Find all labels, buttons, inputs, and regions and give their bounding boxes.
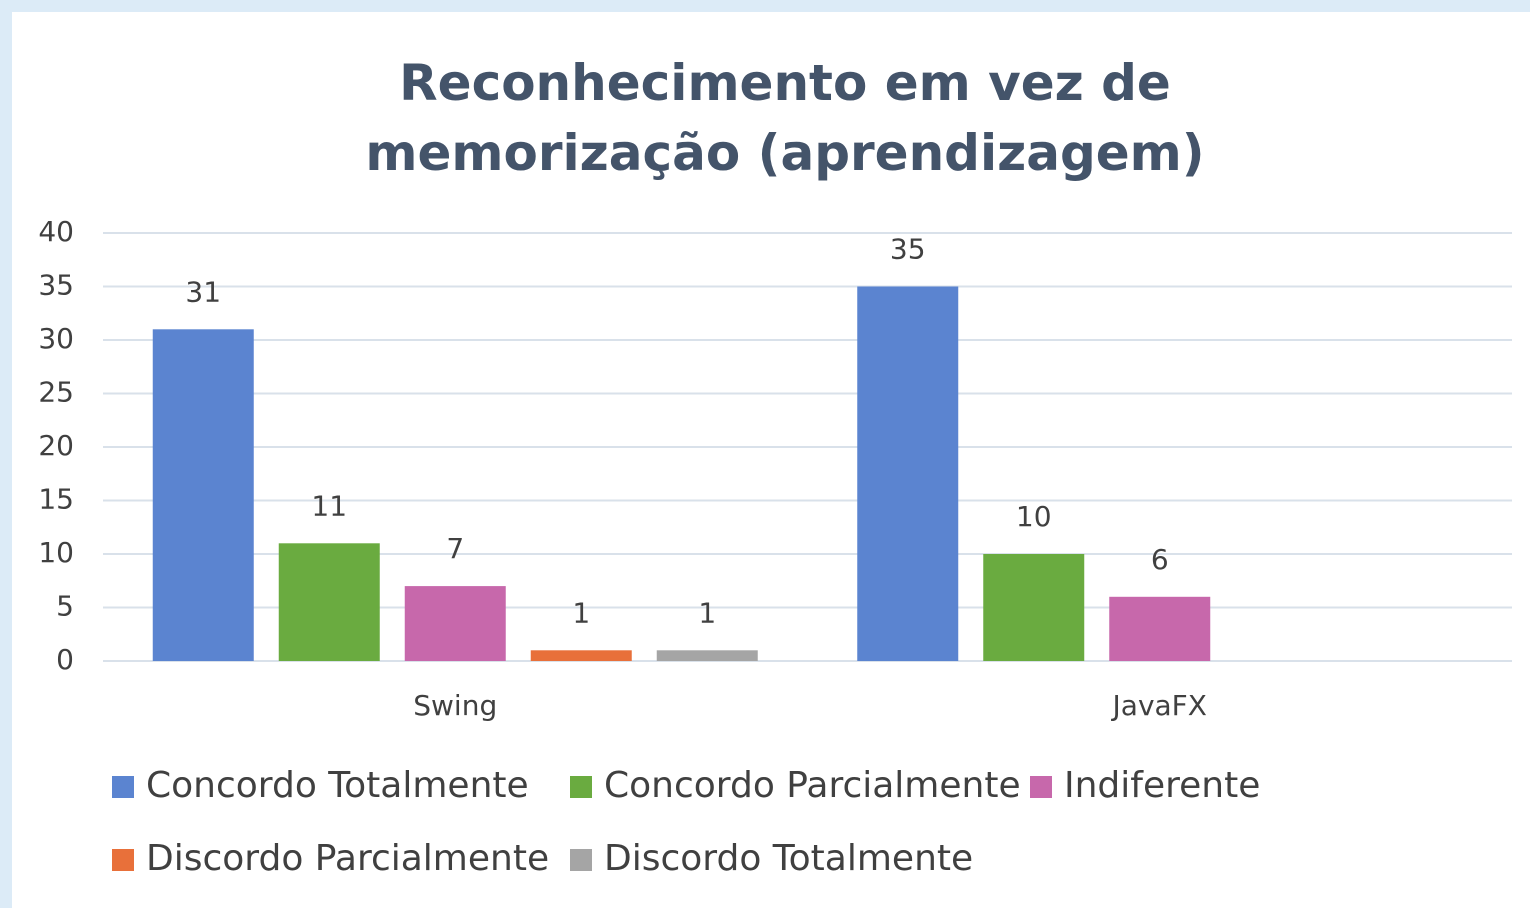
value-label: 11	[311, 489, 347, 522]
value-label: 6	[1151, 543, 1169, 576]
y-tick-label: 10	[38, 536, 74, 569]
value-label: 10	[1016, 500, 1052, 533]
y-tick-label: 30	[38, 322, 74, 355]
bar	[656, 650, 758, 661]
legend-label: Discordo Totalmente	[604, 838, 973, 879]
bar	[152, 329, 254, 661]
legend-label: Concordo Totalmente	[146, 765, 529, 806]
chart-panel	[12, 12, 1530, 908]
bar	[1109, 596, 1211, 661]
bar	[530, 650, 632, 661]
value-label: 1	[698, 596, 716, 629]
legend-swatch	[570, 776, 592, 798]
bar	[404, 586, 506, 661]
x-tick-label: Swing	[413, 689, 497, 722]
chart-title: Reconhecimento em vez de memorização (ap…	[365, 54, 1205, 182]
y-tick-label: 0	[56, 643, 74, 676]
bar	[278, 543, 380, 661]
y-tick-label: 20	[38, 429, 74, 462]
legend-swatch	[112, 776, 134, 798]
legend-swatch	[1030, 776, 1052, 798]
y-tick-label: 35	[38, 269, 74, 302]
legend-label: Concordo Parcialmente	[604, 765, 1021, 806]
value-label: 35	[890, 233, 926, 266]
legend-label: Discordo Parcialmente	[146, 838, 549, 879]
y-tick-label: 25	[38, 376, 74, 409]
bar	[983, 554, 1085, 661]
value-label: 1	[572, 596, 590, 629]
y-tick-label: 15	[38, 483, 74, 516]
x-tick-label: JavaFX	[1111, 689, 1207, 722]
value-label: 31	[185, 275, 221, 308]
legend-swatch	[570, 849, 592, 871]
value-label: 7	[446, 532, 464, 565]
legend-label: Indiferente	[1064, 765, 1260, 806]
y-tick-label: 40	[38, 215, 74, 248]
legend-swatch	[112, 849, 134, 871]
bar	[857, 286, 959, 661]
y-tick-label: 5	[56, 590, 74, 623]
